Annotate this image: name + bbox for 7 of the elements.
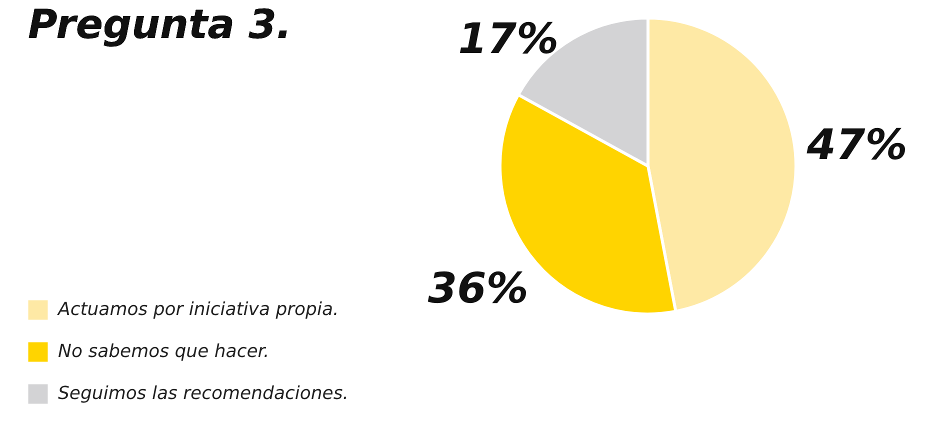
chart-title: Pregunta 3. bbox=[28, 2, 292, 48]
data-label: 36% bbox=[428, 263, 528, 312]
data-label: 17% bbox=[458, 14, 559, 63]
data-label: 47% bbox=[806, 120, 908, 170]
legend-label: Seguimos las recomendaciones. bbox=[58, 383, 348, 404]
legend-label: Actuamos por iniciativa propia. bbox=[57, 299, 339, 320]
legend-label: No sabemos que hacer. bbox=[58, 341, 270, 362]
